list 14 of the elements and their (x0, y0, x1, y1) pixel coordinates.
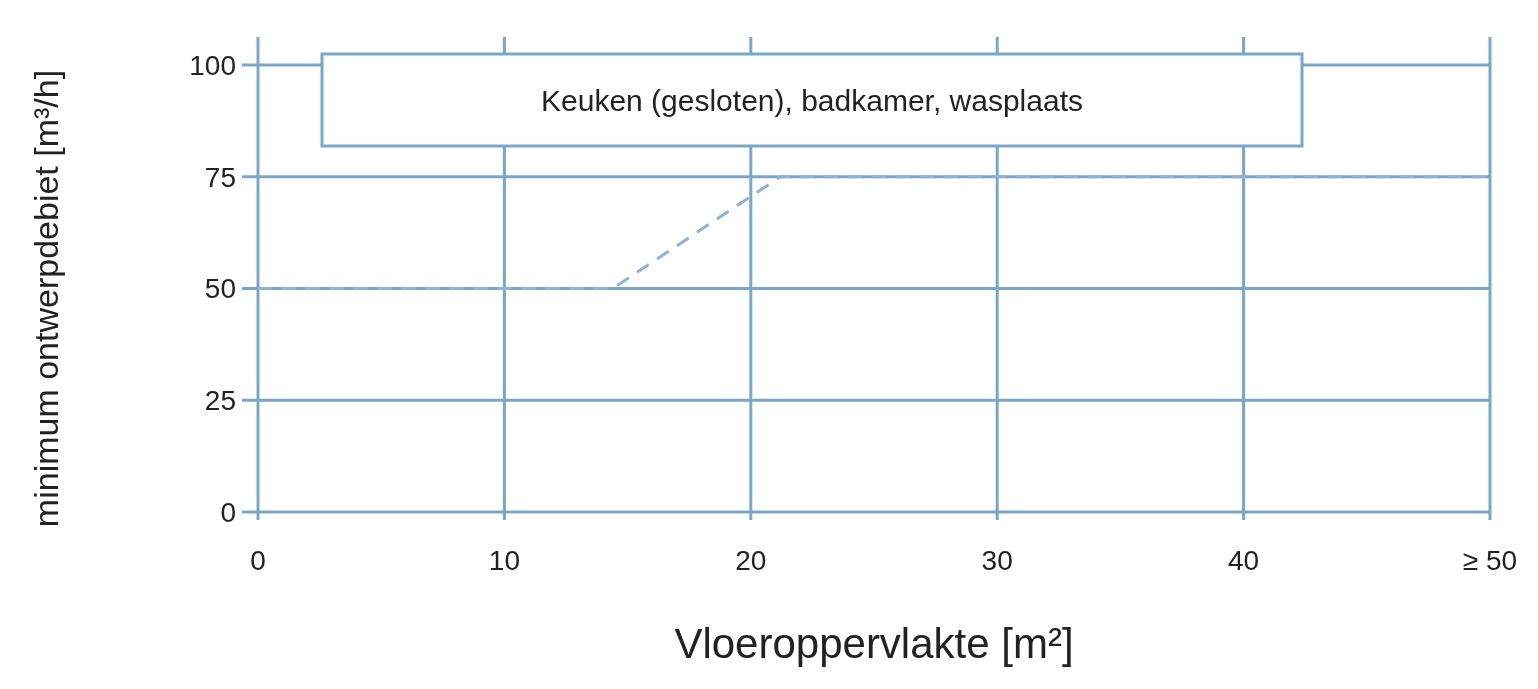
x-tick-label: 30 (981, 545, 1013, 576)
x-tick-label: 10 (488, 545, 520, 576)
title-box: Keuken (gesloten), badkamer, wasplaats (320, 52, 1304, 148)
x-tick-label: 40 (1228, 545, 1260, 576)
x-tick-label: ≥ 50 (1462, 545, 1518, 576)
y-tick-label: 25 (204, 385, 236, 417)
y-tick-label: 100 (189, 49, 236, 81)
y-tick-label: 0 (220, 496, 236, 528)
y-tick-label: 75 (204, 161, 236, 193)
y-tick-label: 50 (204, 273, 236, 305)
x-tick-label: 0 (250, 545, 266, 576)
x-tick-label: 20 (735, 545, 767, 576)
x-axis-title: Vloeroppervlakte [m²] (674, 620, 1074, 667)
y-axis-title: minimum ontwerpdebiet [m³/h] (27, 69, 65, 528)
